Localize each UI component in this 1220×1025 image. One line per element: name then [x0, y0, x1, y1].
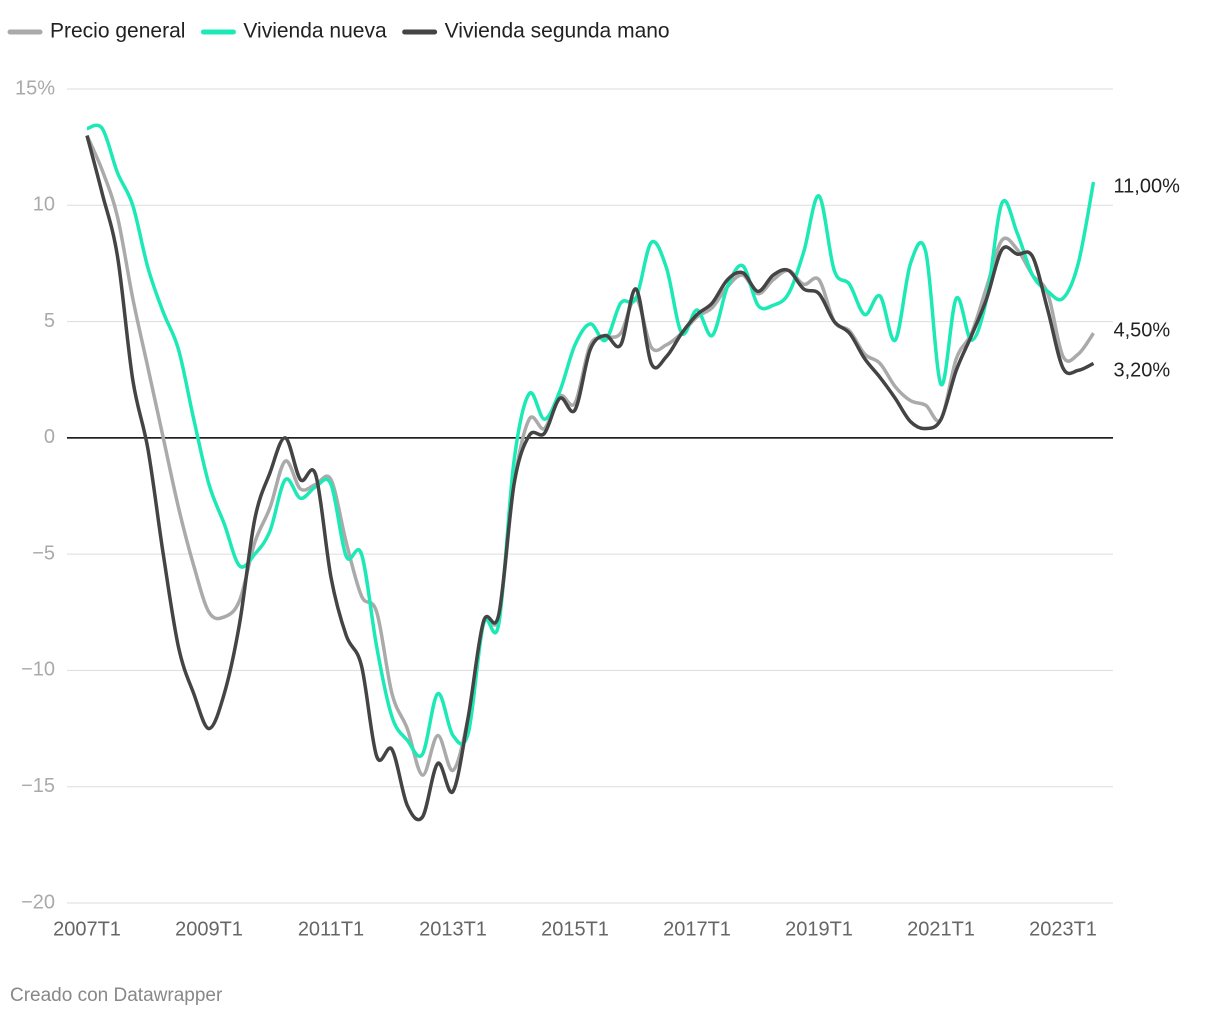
y-tick-label: 10	[33, 194, 55, 216]
end-label: 3,20%	[1114, 360, 1171, 382]
y-tick-label: −15	[21, 775, 55, 797]
end-label: 11,00%	[1114, 175, 1181, 197]
series-line	[85, 134, 1095, 777]
legend-label: Vivienda segunda mano	[445, 20, 670, 43]
series-line	[85, 135, 1095, 822]
x-tick-label: 2021T1	[907, 918, 975, 940]
y-tick-label: −20	[21, 891, 55, 913]
end-label: 4,50%	[1114, 319, 1171, 341]
x-tick-label: 2007T1	[53, 918, 121, 940]
x-tick-label: 2011T1	[298, 918, 364, 940]
legend-label: Precio general	[50, 20, 185, 43]
series-line	[86, 123, 1096, 758]
x-tick-label: 2015T1	[541, 918, 609, 940]
y-tick-label: 5	[44, 310, 55, 332]
y-tick-label: −10	[21, 659, 55, 681]
x-tick-label: 2013T1	[419, 918, 487, 940]
y-tick-label: −5	[32, 542, 55, 564]
x-tick-label: 2017T1	[663, 918, 731, 940]
x-tick-label: 2009T1	[175, 918, 243, 940]
y-tick-label: 15%	[15, 77, 55, 99]
legend: Precio general Vivienda nueva Vivienda seg…	[7, 20, 670, 43]
x-tick-label: 2023T1	[1029, 918, 1097, 940]
x-tick-label: 2019T1	[785, 918, 853, 940]
y-tick-label: 0	[44, 426, 55, 448]
source: Creado con Datawrapper	[10, 985, 223, 1006]
legend-label: Vivienda nueva	[243, 20, 387, 43]
